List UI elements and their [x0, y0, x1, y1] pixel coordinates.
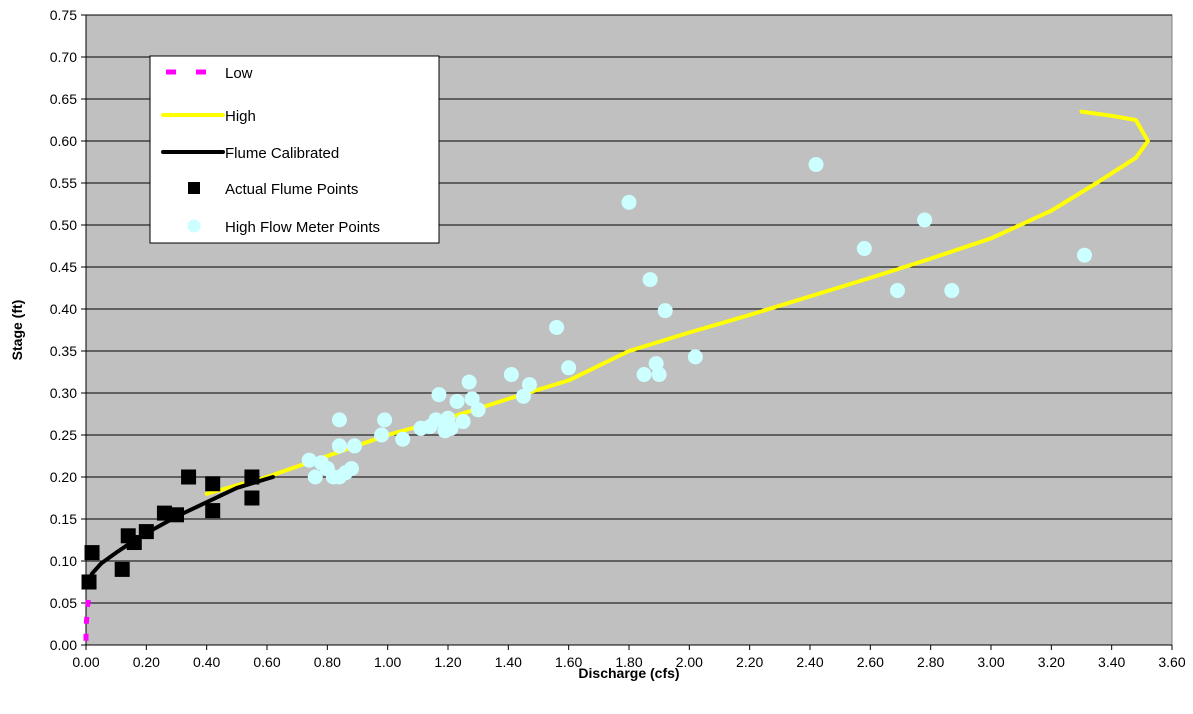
point-actual-flume-points [81, 574, 97, 590]
x-tick-label: 1.80 [615, 654, 642, 670]
point-high-flow-meter-points [461, 374, 477, 390]
axes [81, 14, 1173, 650]
legend: Low High Flume Calibrated Actual Flume Poin… [149, 55, 440, 244]
x-tick-label: 0.60 [253, 654, 280, 670]
point-high-flow-meter-points [331, 438, 347, 454]
point-high-flow-meter-points [464, 391, 480, 407]
point-high-flow-meter-points [374, 427, 390, 443]
x-tick-label: 0.00 [72, 654, 99, 670]
legend-label-high-flow-meter-points: High Flow Meter Points [225, 219, 380, 236]
point-high-flow-meter-points [443, 420, 459, 436]
point-high-flow-meter-points [521, 377, 537, 393]
point-high-flow-meter-points [944, 283, 960, 299]
point-high-flow-meter-points [856, 241, 872, 257]
y-tick-label: 0.15 [50, 511, 77, 527]
point-actual-flume-points [84, 545, 100, 561]
point-high-flow-meter-points [1077, 247, 1093, 263]
x-tick-label: 2.20 [736, 654, 763, 670]
y-tick-label: 0.05 [50, 595, 77, 611]
y-tick-label: 0.70 [50, 49, 77, 65]
y-axis-title: Stage (ft) [9, 300, 25, 361]
point-actual-flume-points [169, 507, 184, 523]
x-tick-label: 0.20 [133, 654, 160, 670]
point-actual-flume-points [114, 561, 130, 577]
point-high-flow-meter-points [343, 461, 359, 477]
x-tick-label: 1.60 [555, 654, 582, 670]
y-tick-label: 0.50 [50, 217, 77, 233]
point-actual-flume-points [126, 535, 142, 551]
legend-swatch-actual-flume-points [188, 182, 200, 194]
y-tick-label: 0.60 [50, 133, 77, 149]
y-tick-label: 0.40 [50, 301, 77, 317]
point-high-flow-meter-points [515, 388, 531, 404]
x-tick-labels: 0.00 0.20 0.40 0.60 0.80 1.00 1.20 1.40 1.60 1.80… [72, 654, 1185, 670]
point-high-flow-meter-points [889, 283, 905, 299]
x-tick-label: 2.80 [917, 654, 944, 670]
legend-label-low: Low [225, 65, 253, 82]
point-high-flow-meter-points [431, 387, 447, 403]
point-high-flow-meter-points [561, 360, 577, 376]
x-tick-label: 0.80 [314, 654, 341, 670]
point-actual-flume-points [138, 524, 154, 540]
x-tick-label: 3.60 [1158, 654, 1185, 670]
point-high-flow-meter-points [301, 452, 317, 468]
point-actual-flume-points [244, 490, 260, 506]
y-tick-label: 0.65 [50, 91, 77, 107]
point-high-flow-meter-points [621, 194, 637, 210]
point-high-flow-meter-points [346, 438, 362, 454]
y-tick-label: 0.25 [50, 427, 77, 443]
point-high-flow-meter-points [377, 412, 393, 428]
series-line-low [83, 594, 92, 641]
point-high-flow-meter-points [307, 469, 323, 485]
y-tick-label: 0.45 [50, 259, 77, 275]
series-line-high [204, 109, 1150, 496]
point-high-flow-meter-points [470, 402, 486, 418]
x-tick-label: 1.20 [434, 654, 461, 670]
point-high-flow-meter-points [917, 212, 933, 228]
y-tick-label: 0.30 [50, 385, 77, 401]
point-high-flow-meter-points [331, 412, 347, 428]
point-high-flow-meter-points [642, 272, 658, 288]
point-high-flow-meter-points [503, 367, 519, 383]
x-tick-label: 0.40 [193, 654, 220, 670]
x-tick-label: 2.40 [796, 654, 823, 670]
x-tick-label: 3.00 [977, 654, 1004, 670]
x-tick-label: 2.60 [857, 654, 884, 670]
x-tick-label: 3.20 [1038, 654, 1065, 670]
y-tick-label: 0.10 [50, 553, 77, 569]
y-tick-label: 0.55 [50, 175, 77, 191]
point-actual-flume-points [205, 476, 221, 492]
point-high-flow-meter-points [449, 393, 465, 409]
point-high-flow-meter-points [455, 414, 471, 430]
point-actual-flume-points [156, 505, 172, 521]
point-high-flow-meter-points [657, 303, 673, 319]
y-tick-label: 0.35 [50, 343, 77, 359]
series-points [81, 157, 1093, 590]
legend-label-flume-calibrated: Flume Calibrated [225, 145, 339, 162]
x-tick-label: 3.40 [1098, 654, 1125, 670]
point-high-flow-meter-points [428, 412, 444, 428]
legend-swatch-high-flow-meter-points [187, 219, 201, 233]
point-high-flow-meter-points [636, 367, 652, 383]
y-tick-label: 0.00 [50, 637, 77, 653]
point-high-flow-meter-points [808, 157, 824, 173]
point-actual-flume-points [244, 469, 260, 485]
legend-label-actual-flume-points: Actual Flume Points [225, 181, 358, 198]
x-axis-title: Discharge (cfs) [578, 665, 679, 681]
point-actual-flume-points [181, 469, 197, 485]
y-tick-label: 0.20 [50, 469, 77, 485]
x-tick-label: 1.00 [374, 654, 401, 670]
point-high-flow-meter-points [549, 319, 565, 335]
y-tick-label: 0.75 [50, 7, 77, 23]
point-actual-flume-points [205, 503, 221, 519]
x-tick-label: 1.40 [495, 654, 522, 670]
legend-label-high: High [225, 108, 256, 125]
point-high-flow-meter-points [395, 431, 411, 447]
point-high-flow-meter-points [651, 367, 667, 383]
point-high-flow-meter-points [687, 349, 703, 365]
legend-box [149, 55, 440, 244]
y-tick-labels: 0.00 0.05 0.10 0.15 0.20 0.25 0.30 0.35 0.40 0.45… [50, 7, 77, 653]
x-tick-label: 2.00 [676, 654, 703, 670]
